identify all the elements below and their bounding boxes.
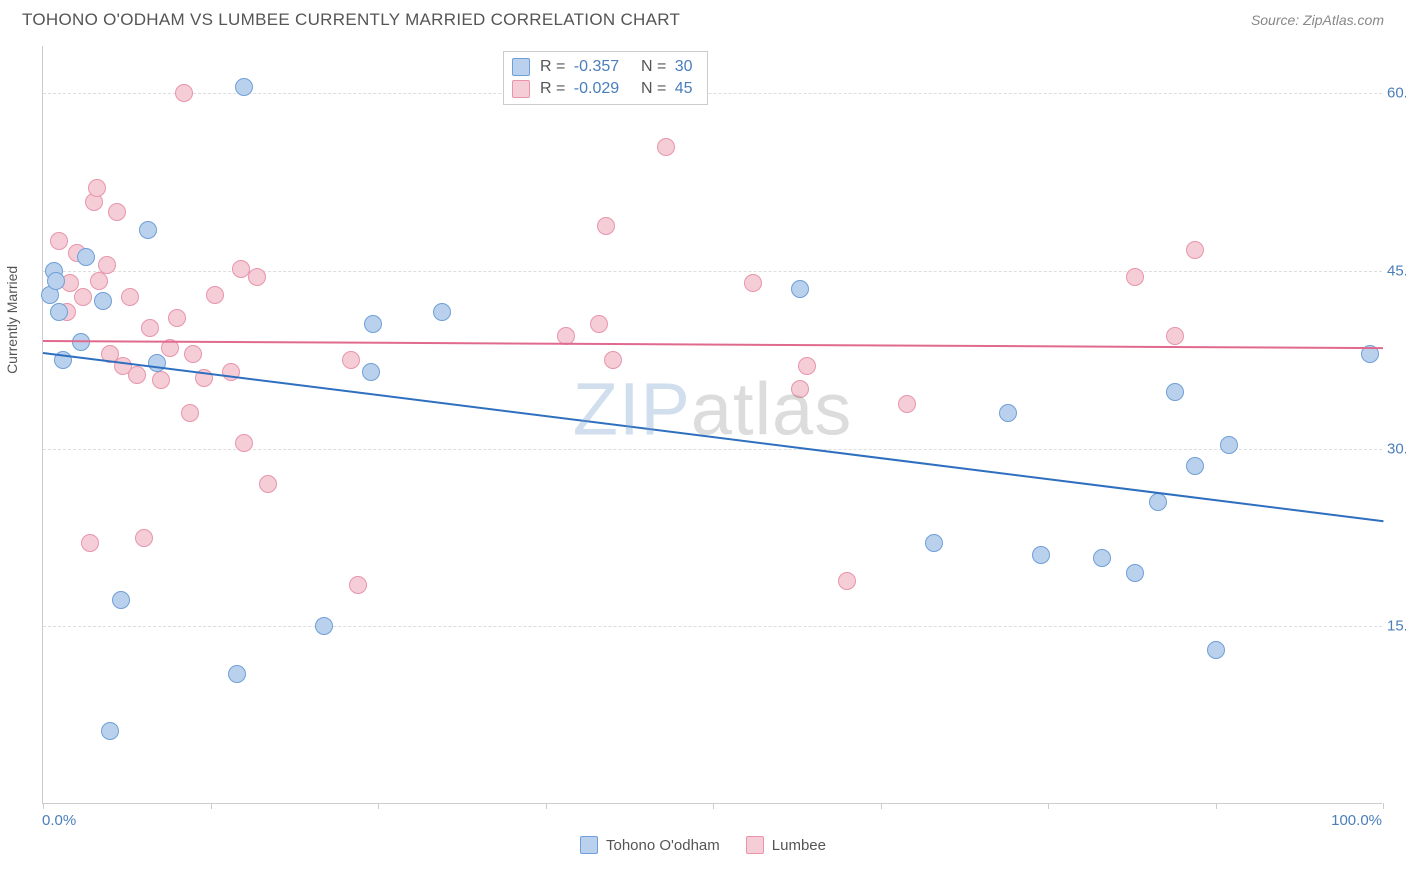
- y-tick-label: 60.0%: [1387, 85, 1406, 102]
- x-tick: [1383, 803, 1384, 809]
- scatter-point-tohono: [148, 354, 166, 372]
- x-tick: [211, 803, 212, 809]
- legend-label-lumbee: Lumbee: [772, 837, 826, 854]
- scatter-point-tohono: [364, 315, 382, 333]
- scatter-point-lumbee: [1166, 327, 1184, 345]
- x-tick: [1216, 803, 1217, 809]
- scatter-point-lumbee: [791, 380, 809, 398]
- chart-plot-area: 15.0%30.0%45.0%60.0% ZIPatlas R = -0.357…: [42, 46, 1382, 804]
- scatter-point-lumbee: [108, 203, 126, 221]
- x-tick-max: 100.0%: [1331, 812, 1382, 829]
- scatter-point-lumbee: [98, 256, 116, 274]
- scatter-point-tohono: [1032, 546, 1050, 564]
- scatter-point-lumbee: [235, 434, 253, 452]
- x-tick: [881, 803, 882, 809]
- x-tick: [378, 803, 379, 809]
- scatter-point-lumbee: [81, 534, 99, 552]
- scatter-point-lumbee: [152, 371, 170, 389]
- x-tick: [713, 803, 714, 809]
- y-tick-label: 30.0%: [1387, 440, 1406, 457]
- scatter-point-lumbee: [74, 288, 92, 306]
- scatter-point-tohono: [50, 303, 68, 321]
- scatter-point-tohono: [101, 722, 119, 740]
- scatter-point-tohono: [1207, 641, 1225, 659]
- scatter-point-tohono: [47, 272, 65, 290]
- legend-text-lumbee: R = -0.029 N = 45: [538, 80, 695, 98]
- chart-title: TOHONO O'ODHAM VS LUMBEE CURRENTLY MARRI…: [22, 10, 680, 30]
- legend-label-tohono: Tohono O'odham: [606, 837, 720, 854]
- y-axis-title: Currently Married: [4, 266, 20, 374]
- scatter-point-lumbee: [1126, 268, 1144, 286]
- legend-row-tohono: R = -0.357 N = 30: [512, 56, 695, 78]
- x-tick: [1048, 803, 1049, 809]
- scatter-point-lumbee: [181, 404, 199, 422]
- y-tick-label: 45.0%: [1387, 263, 1406, 280]
- scatter-point-lumbee: [206, 286, 224, 304]
- scatter-point-tohono: [315, 617, 333, 635]
- legend-row-lumbee: R = -0.029 N = 45: [512, 78, 695, 100]
- scatter-point-lumbee: [838, 572, 856, 590]
- scatter-point-lumbee: [597, 217, 615, 235]
- scatter-point-tohono: [228, 665, 246, 683]
- swatch-tohono-bottom: [580, 836, 598, 854]
- scatter-point-lumbee: [1186, 241, 1204, 259]
- scatter-point-tohono: [1093, 549, 1111, 567]
- scatter-point-lumbee: [135, 529, 153, 547]
- y-tick-label: 15.0%: [1387, 618, 1406, 635]
- scatter-point-lumbee: [744, 274, 762, 292]
- scatter-point-lumbee: [128, 366, 146, 384]
- scatter-point-lumbee: [604, 351, 622, 369]
- scatter-point-lumbee: [50, 232, 68, 250]
- x-axis-labels: 0.0% 100.0%: [42, 812, 1382, 829]
- gridline-h: [43, 626, 1382, 627]
- scatter-point-lumbee: [184, 345, 202, 363]
- scatter-point-tohono: [999, 404, 1017, 422]
- scatter-point-tohono: [1126, 564, 1144, 582]
- scatter-point-lumbee: [175, 84, 193, 102]
- scatter-point-tohono: [433, 303, 451, 321]
- scatter-point-tohono: [235, 78, 253, 96]
- swatch-lumbee-bottom: [746, 836, 764, 854]
- scatter-point-tohono: [139, 221, 157, 239]
- swatch-lumbee: [512, 80, 530, 98]
- chart-source: Source: ZipAtlas.com: [1251, 12, 1384, 28]
- scatter-point-tohono: [925, 534, 943, 552]
- scatter-point-lumbee: [141, 319, 159, 337]
- scatter-point-tohono: [112, 591, 130, 609]
- swatch-tohono: [512, 58, 530, 76]
- correlation-legend: R = -0.357 N = 30 R = -0.029 N = 45: [503, 51, 708, 105]
- scatter-point-tohono: [77, 248, 95, 266]
- x-tick-min: 0.0%: [42, 812, 76, 829]
- scatter-point-tohono: [1186, 457, 1204, 475]
- legend-item-tohono: Tohono O'odham: [580, 836, 720, 854]
- scatter-point-lumbee: [657, 138, 675, 156]
- scatter-point-lumbee: [88, 179, 106, 197]
- scatter-point-tohono: [94, 292, 112, 310]
- scatter-point-tohono: [1149, 493, 1167, 511]
- chart-header: TOHONO O'ODHAM VS LUMBEE CURRENTLY MARRI…: [0, 0, 1406, 36]
- scatter-point-tohono: [1220, 436, 1238, 454]
- scatter-point-tohono: [362, 363, 380, 381]
- scatter-point-lumbee: [349, 576, 367, 594]
- scatter-point-lumbee: [90, 272, 108, 290]
- scatter-point-lumbee: [121, 288, 139, 306]
- x-tick: [546, 803, 547, 809]
- legend-item-lumbee: Lumbee: [746, 836, 826, 854]
- scatter-point-lumbee: [590, 315, 608, 333]
- x-tick: [43, 803, 44, 809]
- scatter-point-tohono: [791, 280, 809, 298]
- scatter-point-lumbee: [248, 268, 266, 286]
- scatter-point-lumbee: [798, 357, 816, 375]
- legend-text-tohono: R = -0.357 N = 30: [538, 58, 695, 76]
- scatter-point-tohono: [1166, 383, 1184, 401]
- scatter-point-lumbee: [259, 475, 277, 493]
- scatter-point-lumbee: [342, 351, 360, 369]
- series-legend: Tohono O'odham Lumbee: [0, 836, 1406, 854]
- scatter-point-lumbee: [898, 395, 916, 413]
- scatter-point-lumbee: [168, 309, 186, 327]
